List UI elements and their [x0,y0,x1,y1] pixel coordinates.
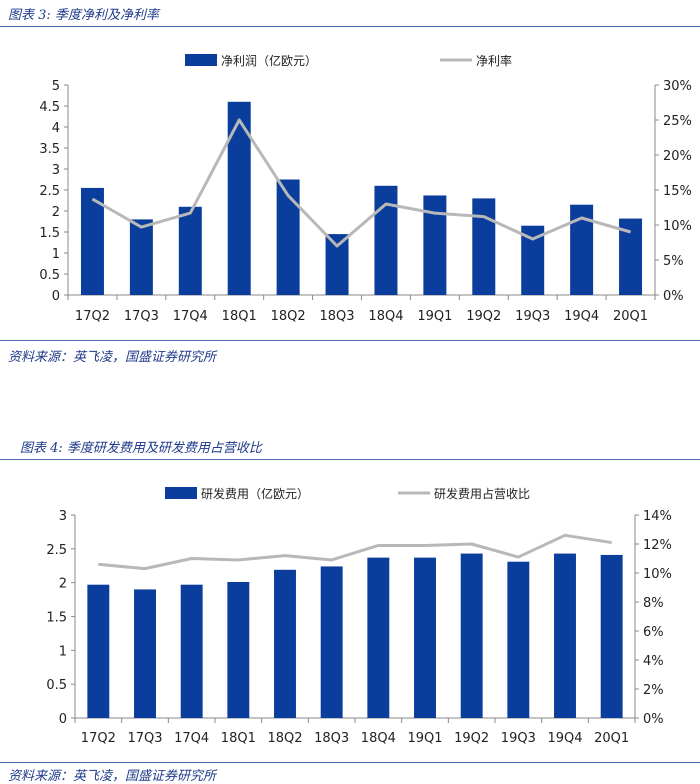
category-label: 18Q3 [314,731,349,746]
chart-2-bottom-rule [0,762,700,763]
legend-bar-swatch [185,54,217,66]
left-tick-label: 1 [59,644,67,659]
category-label: 18Q4 [361,731,396,746]
category-label: 17Q4 [173,309,208,324]
right-tick-label: 30% [663,79,692,94]
legend-bar-swatch [165,487,197,499]
left-tick-label: 3.5 [39,142,60,157]
chart-2-title: 图表 4: 季度研发费用及研发费用占营收比 [20,441,262,456]
right-tick-label: 8% [643,596,664,611]
right-tick-label: 15% [663,184,692,199]
chart-1-source: 资料来源：英飞凌，国盛证券研究所 [8,350,217,365]
category-label: 18Q1 [222,309,257,324]
bar [367,557,390,718]
right-tick-label: 0% [663,289,684,304]
category-label: 17Q2 [81,731,116,746]
bar [274,569,296,718]
bar [80,187,104,295]
right-tick-label: 4% [643,654,664,669]
category-label: 18Q4 [368,309,403,324]
chart-2-title-rule [0,459,700,460]
right-tick-label: 14% [643,509,672,524]
left-tick-label: 0.5 [39,268,60,283]
category-label: 19Q4 [547,731,582,746]
right-tick-label: 10% [643,567,672,582]
category-label: 19Q2 [454,731,489,746]
left-tick-label: 5 [52,79,60,94]
bar [460,553,483,718]
series-line [98,533,612,571]
right-tick-label: 25% [663,114,692,129]
bar [325,234,349,295]
category-label: 19Q3 [515,309,550,324]
chart-2-svg: 0 0.5 1 1.5 2 2.5 3 0% 2% 4% 6% 8% 10% 12% 14% 17Q2 17Q3… [46,486,672,746]
category-label: 18Q2 [267,731,302,746]
left-tick-label: 2 [59,577,67,592]
left-tick-label: 2.5 [46,543,67,558]
legend-bar-label: 研发费用（亿欧元） [201,486,309,501]
right-tick-label: 6% [643,625,664,640]
right-tick-label: 12% [643,538,672,553]
bar [507,561,530,718]
category-label: 18Q1 [221,731,256,746]
left-tick-label: 4 [52,121,60,136]
bar [472,198,496,295]
bar [414,557,436,718]
bar [423,195,447,295]
bar [227,101,251,295]
bar [276,179,300,295]
bar [320,566,343,718]
left-tick-label: 0 [59,712,67,727]
category-label: 19Q4 [564,309,599,324]
bar [129,219,153,295]
right-tick-label: 5% [663,254,684,269]
legend-line-label: 研发费用占营收比 [434,486,530,501]
category-label: 19Q1 [417,309,452,324]
right-tick-label: 10% [663,219,692,234]
bar [134,589,156,718]
bar [521,225,545,295]
left-tick-label: 1.5 [46,611,67,626]
left-tick-label: 2.5 [39,184,60,199]
left-tick-label: 4.5 [39,100,60,115]
chart-2-source: 资料来源：英飞凌，国盛证券研究所 [8,769,217,784]
bar [178,206,202,295]
left-tick-label: 0 [52,289,60,304]
category-label: 17Q3 [124,309,159,324]
left-tick-label: 3 [52,163,60,178]
category-label: 18Q3 [320,309,355,324]
category-label: 17Q3 [127,731,162,746]
chart-1-title-rule [0,26,700,27]
right-tick-label: 0% [643,712,664,727]
legend-bar-label: 净利润（亿欧元） [221,53,317,68]
bar [87,584,110,718]
bar [619,218,643,295]
category-label: 18Q2 [271,309,306,324]
bar [554,553,576,718]
right-tick-label: 20% [663,149,692,164]
left-tick-label: 3 [59,509,67,524]
chart-1-svg: 0 0.5 1 1.5 2 2.5 3 3.5 4 4.5 5 0% 5% 10% 15% 20% 25% 30%… [39,53,692,324]
category-label: 19Q2 [466,309,501,324]
bar [600,554,623,718]
left-tick-label: 1 [52,247,60,262]
right-tick-label: 2% [643,683,664,698]
category-label: 17Q2 [75,309,110,324]
category-label: 19Q1 [407,731,442,746]
bar [570,204,594,295]
category-label: 19Q3 [501,731,536,746]
left-tick-label: 2 [52,205,60,220]
bar [374,185,398,295]
bar [180,584,203,718]
chart-1-title: 图表 3: 季度净利及净利率 [8,8,159,23]
chart-1-bottom-rule [0,340,700,341]
category-label: 20Q1 [594,731,629,746]
bar [227,581,250,718]
legend-line-label: 净利率 [476,53,512,68]
category-label: 17Q4 [174,731,209,746]
category-label: 20Q1 [613,309,648,324]
left-tick-label: 1.5 [39,226,60,241]
left-tick-label: 0.5 [46,678,67,693]
series-line [91,118,631,248]
